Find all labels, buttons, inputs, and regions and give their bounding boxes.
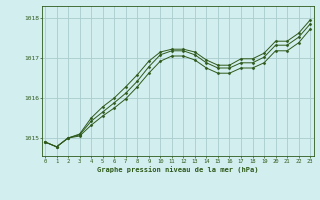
X-axis label: Graphe pression niveau de la mer (hPa): Graphe pression niveau de la mer (hPa) — [97, 167, 258, 173]
